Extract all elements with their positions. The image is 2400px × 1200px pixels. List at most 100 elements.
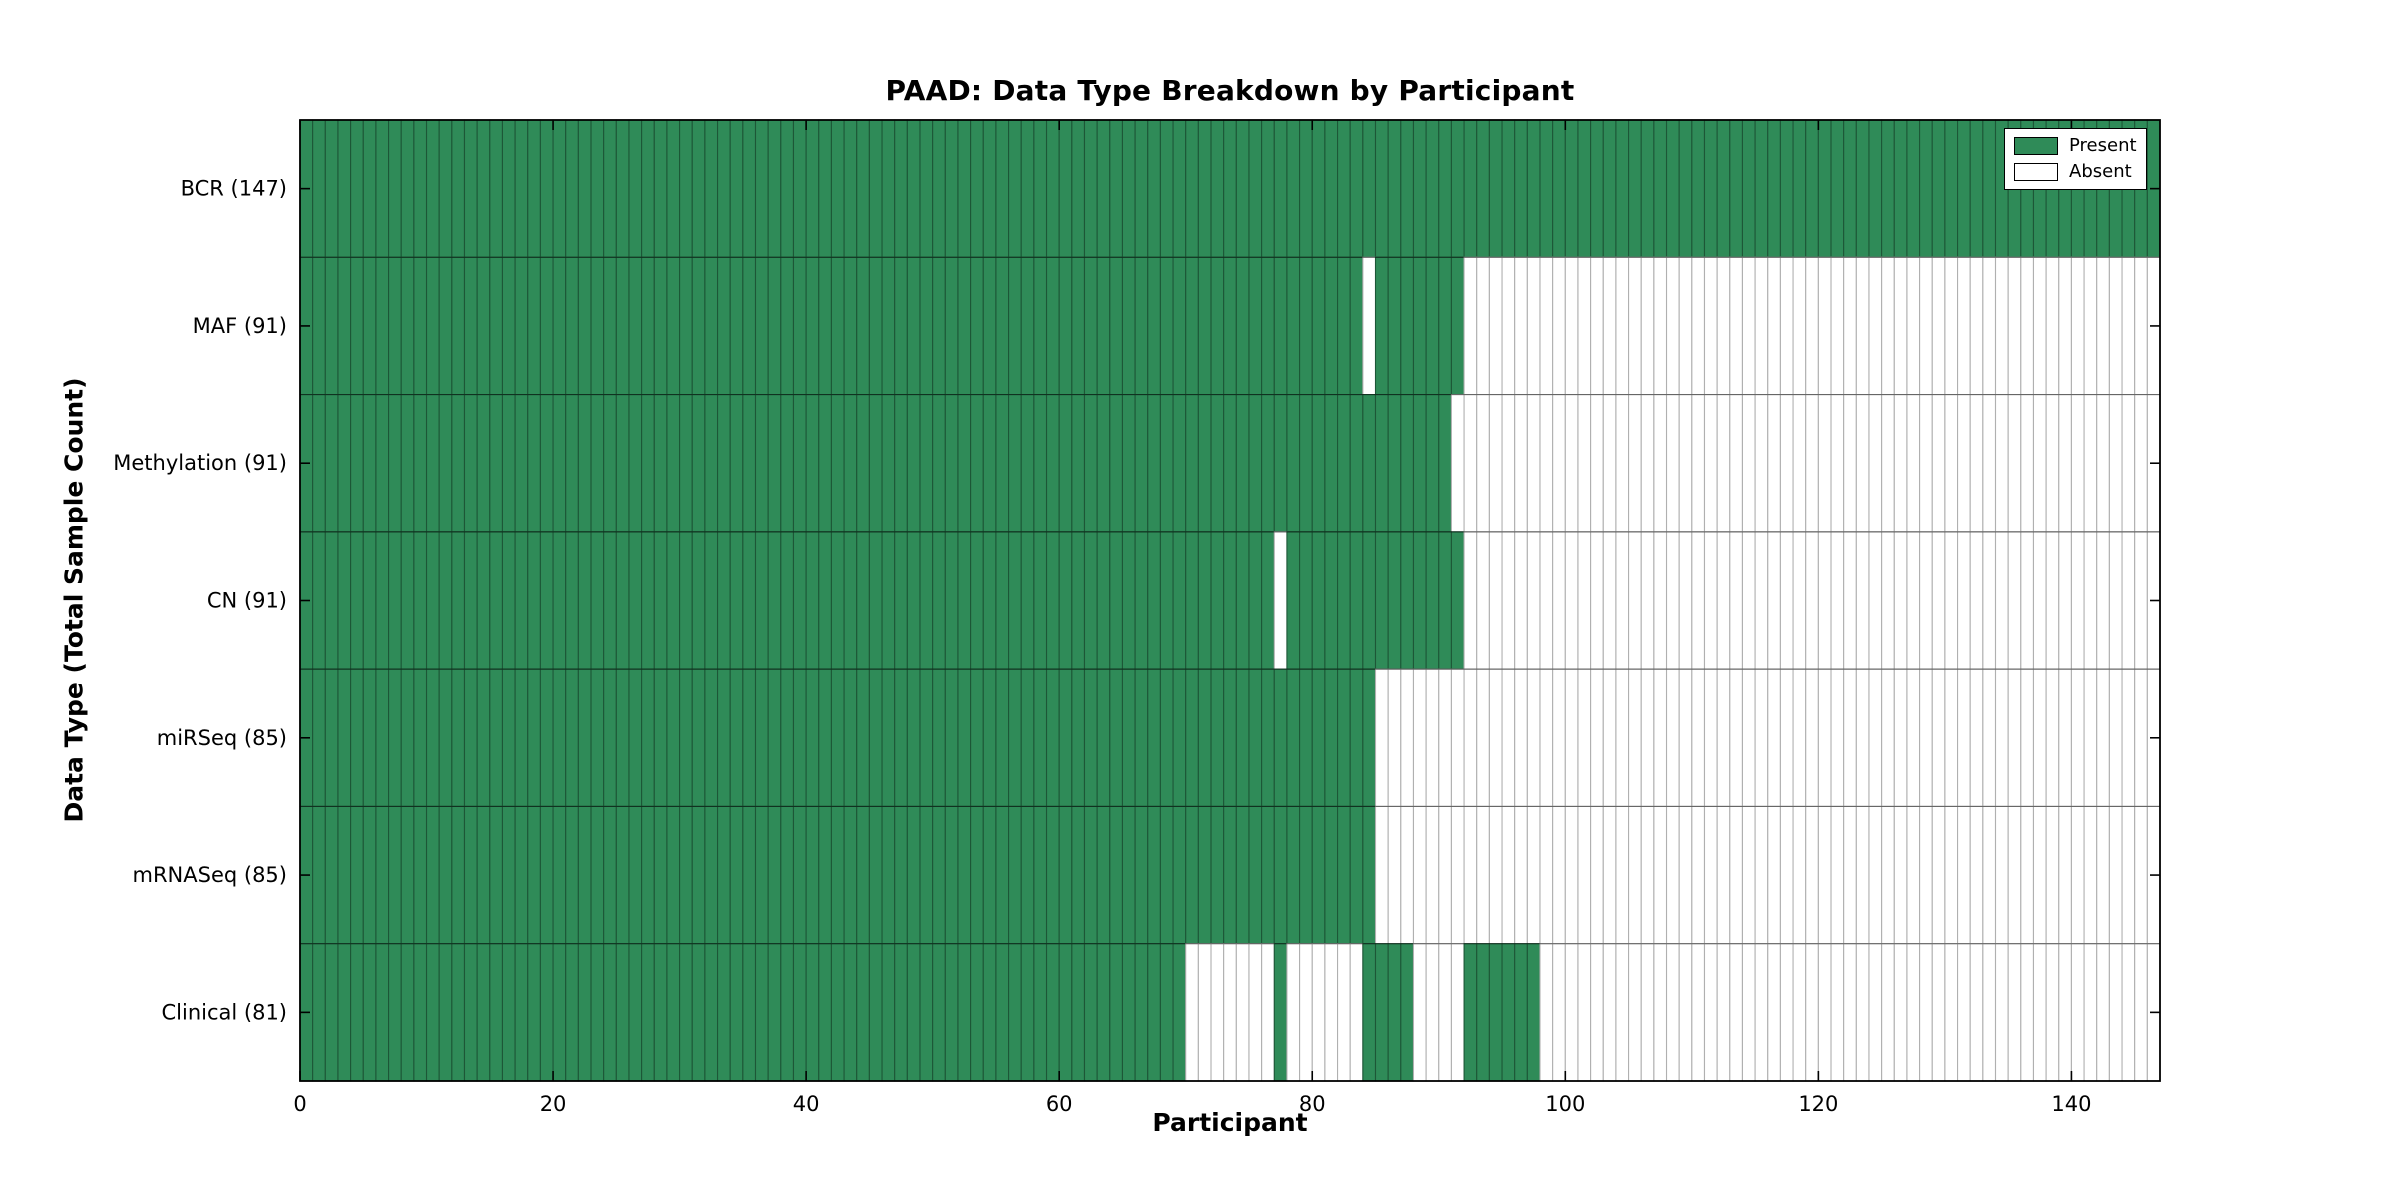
cell-mRNASeq-87 bbox=[1400, 805, 1415, 945]
cell-Clinical-109 bbox=[1678, 943, 1693, 1082]
cell-CN-68 bbox=[1159, 531, 1174, 670]
cell-CN-140 bbox=[2070, 531, 2085, 670]
cell-MAF-13 bbox=[463, 256, 478, 396]
cell-miRSeq-109 bbox=[1678, 668, 1693, 807]
cell-MAF-44 bbox=[856, 256, 870, 396]
cell-MAF-105 bbox=[1628, 256, 1642, 396]
cell-Clinical-63 bbox=[1096, 943, 1111, 1082]
cell-miRSeq-144 bbox=[2121, 668, 2136, 807]
cell-MAF-12 bbox=[451, 256, 466, 396]
cell-mRNASeq-48 bbox=[906, 805, 921, 945]
cell-miRSeq-22 bbox=[577, 668, 592, 807]
cell-Methylation-124 bbox=[1868, 394, 1883, 533]
cell-mRNASeq-106 bbox=[1640, 805, 1655, 945]
cell-miRSeq-88 bbox=[1412, 668, 1427, 807]
cell-MAF-89 bbox=[1425, 256, 1440, 396]
cell-mRNASeq-54 bbox=[982, 805, 997, 945]
cell-Clinical-5 bbox=[362, 943, 377, 1082]
cell-BCR-72 bbox=[1210, 119, 1225, 258]
cell-Methylation-145 bbox=[2134, 394, 2148, 533]
cell-mRNASeq-115 bbox=[1754, 805, 1769, 945]
cell-miRSeq-67 bbox=[1147, 668, 1161, 807]
cell-miRSeq-25 bbox=[615, 668, 630, 807]
cell-CN-36 bbox=[754, 531, 769, 670]
cell-miRSeq-84 bbox=[1362, 668, 1377, 807]
cell-mRNASeq-134 bbox=[1994, 805, 2009, 945]
cell-Methylation-73 bbox=[1223, 394, 1237, 533]
cell-Methylation-110 bbox=[1691, 394, 1706, 533]
cell-mRNASeq-9 bbox=[413, 805, 428, 945]
cell-Clinical-49 bbox=[919, 943, 934, 1082]
cell-BCR-128 bbox=[1919, 119, 1933, 258]
cell-Clinical-35 bbox=[742, 943, 757, 1082]
cell-CN-69 bbox=[1172, 531, 1187, 670]
cell-CN-134 bbox=[1994, 531, 2009, 670]
cell-miRSeq-137 bbox=[2032, 668, 2047, 807]
cell-miRSeq-68 bbox=[1159, 668, 1174, 807]
cell-mRNASeq-136 bbox=[2020, 805, 2035, 945]
cell-BCR-124 bbox=[1868, 119, 1883, 258]
cell-CN-107 bbox=[1653, 531, 1668, 670]
cell-Clinical-6 bbox=[375, 943, 390, 1082]
cell-Clinical-138 bbox=[2045, 943, 2060, 1082]
cell-Methylation-121 bbox=[1830, 394, 1845, 533]
cell-CN-99 bbox=[1552, 531, 1566, 670]
cell-Methylation-39 bbox=[792, 394, 807, 533]
cell-mRNASeq-145 bbox=[2134, 805, 2148, 945]
cell-miRSeq-81 bbox=[1324, 668, 1339, 807]
cell-CN-122 bbox=[1843, 531, 1857, 670]
cell-MAF-116 bbox=[1767, 256, 1781, 396]
cell-mRNASeq-120 bbox=[1817, 805, 1832, 945]
cell-CN-45 bbox=[868, 531, 883, 670]
cell-CN-73 bbox=[1223, 531, 1237, 670]
cell-mRNASeq-61 bbox=[1071, 805, 1086, 945]
cell-CN-28 bbox=[653, 531, 668, 670]
cell-MAF-84 bbox=[1362, 256, 1377, 396]
cell-miRSeq-87 bbox=[1400, 668, 1415, 807]
cell-Clinical-34 bbox=[729, 943, 744, 1082]
cell-Methylation-17 bbox=[514, 394, 529, 533]
cell-mRNASeq-127 bbox=[1906, 805, 1921, 945]
cell-CN-102 bbox=[1590, 531, 1604, 670]
cell-miRSeq-113 bbox=[1729, 668, 1744, 807]
cell-Clinical-33 bbox=[716, 943, 731, 1082]
cell-MAF-113 bbox=[1729, 256, 1744, 396]
cell-Methylation-87 bbox=[1400, 394, 1415, 533]
legend-absent-label: Absent bbox=[2069, 161, 2132, 182]
cell-CN-92 bbox=[1463, 531, 1478, 670]
legend-present-label: Present bbox=[2069, 135, 2137, 156]
cell-MAF-5 bbox=[362, 256, 377, 396]
cell-miRSeq-43 bbox=[843, 668, 858, 807]
cell-MAF-24 bbox=[603, 256, 617, 396]
cell-Clinical-68 bbox=[1159, 943, 1174, 1082]
cell-MAF-73 bbox=[1223, 256, 1237, 396]
cell-Clinical-93 bbox=[1476, 943, 1490, 1082]
cell-CN-135 bbox=[2007, 531, 2022, 670]
cell-MAF-30 bbox=[679, 256, 693, 396]
cell-mRNASeq-62 bbox=[1083, 805, 1098, 945]
cell-miRSeq-33 bbox=[716, 668, 731, 807]
cell-CN-5 bbox=[362, 531, 377, 670]
cell-BCR-94 bbox=[1488, 119, 1503, 258]
cell-Clinical-76 bbox=[1261, 943, 1275, 1082]
cell-BCR-95 bbox=[1501, 119, 1516, 258]
cell-Clinical-83 bbox=[1349, 943, 1364, 1082]
cell-BCR-39 bbox=[792, 119, 807, 258]
cell-Clinical-25 bbox=[615, 943, 630, 1082]
cell-mRNASeq-4 bbox=[350, 805, 364, 945]
cell-CN-4 bbox=[350, 531, 364, 670]
cell-Methylation-98 bbox=[1539, 394, 1554, 533]
x-tick-label-20: 20 bbox=[540, 1092, 567, 1116]
cell-MAF-29 bbox=[666, 256, 681, 396]
cell-MAF-14 bbox=[476, 256, 491, 396]
x-tick-label-100: 100 bbox=[1545, 1092, 1585, 1116]
cell-mRNASeq-59 bbox=[1045, 805, 1060, 945]
cell-Methylation-66 bbox=[1134, 394, 1149, 533]
cell-mRNASeq-96 bbox=[1514, 805, 1528, 945]
cell-mRNASeq-139 bbox=[2058, 805, 2072, 945]
cell-mRNASeq-131 bbox=[1957, 805, 1971, 945]
cell-BCR-131 bbox=[1957, 119, 1971, 258]
cell-Clinical-137 bbox=[2032, 943, 2047, 1082]
cell-BCR-112 bbox=[1716, 119, 1731, 258]
cell-Methylation-88 bbox=[1412, 394, 1427, 533]
